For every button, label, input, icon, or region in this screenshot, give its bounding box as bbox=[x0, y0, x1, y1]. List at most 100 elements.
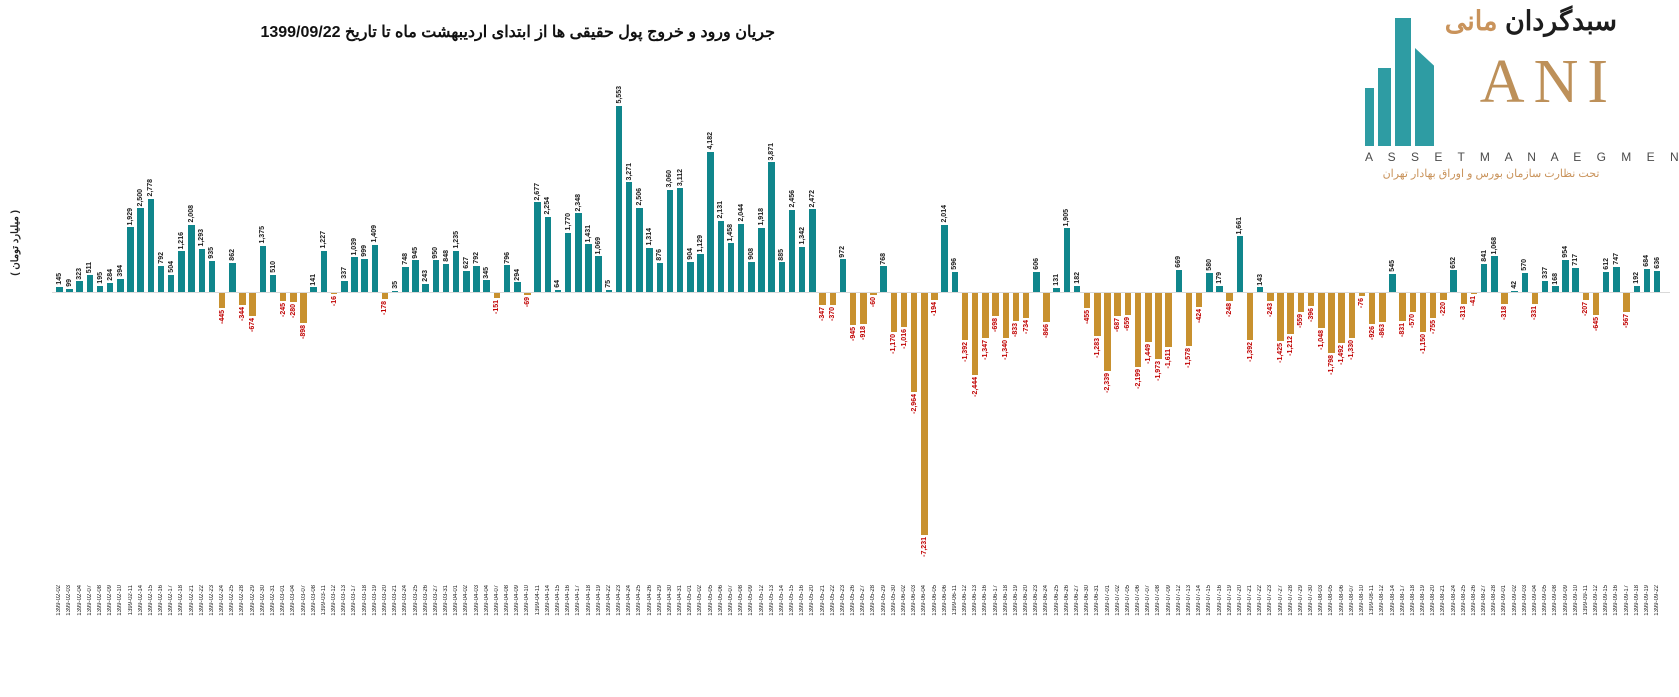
bar bbox=[463, 271, 470, 292]
bar bbox=[290, 293, 297, 303]
x-tick-label: 1399-08-06 bbox=[1338, 585, 1345, 616]
bar bbox=[727, 243, 735, 292]
bar bbox=[524, 293, 531, 296]
bar-value-label: -41 bbox=[1470, 296, 1478, 307]
bar bbox=[900, 293, 908, 327]
bar-value-label: -331 bbox=[1531, 306, 1539, 321]
x-tick-label: 1399-08-14 bbox=[1389, 585, 1396, 616]
bar bbox=[1043, 293, 1050, 322]
bar-value-label: 1,375 bbox=[259, 226, 267, 244]
x-tick-label: 1399-02-29 bbox=[249, 585, 256, 616]
bar bbox=[829, 293, 836, 306]
bar-value-label: -645 bbox=[1592, 316, 1600, 331]
x-tick-label: 1399-04-29 bbox=[656, 585, 663, 616]
bar-value-label: -2,444 bbox=[971, 376, 979, 397]
x-tick-label: 1399-02-11 bbox=[127, 585, 134, 616]
bar bbox=[351, 257, 358, 292]
logo-brand-en: ANI bbox=[1479, 48, 1617, 116]
bar-value-label: -248 bbox=[1226, 303, 1234, 318]
x-tick-label: 1399-04-03 bbox=[473, 585, 480, 616]
bar-value-label: 2,500 bbox=[137, 188, 145, 207]
x-tick-label: 1399-03-31 bbox=[443, 585, 449, 616]
bar bbox=[1399, 293, 1406, 321]
bar bbox=[269, 274, 277, 292]
bar-value-label: -1,492 bbox=[1338, 345, 1346, 365]
x-tick-label: 1399-04-04 bbox=[483, 585, 490, 616]
bar bbox=[147, 198, 155, 292]
bar bbox=[1348, 293, 1355, 338]
bar-value-label: 999 bbox=[361, 244, 369, 257]
bar bbox=[381, 293, 389, 299]
bar bbox=[1572, 268, 1579, 292]
bar bbox=[971, 293, 979, 375]
bar bbox=[1470, 293, 1478, 295]
x-tick-label: 1399-08-07 bbox=[1348, 585, 1355, 616]
x-tick-label: 1399-02-04 bbox=[76, 585, 83, 616]
x-tick-label: 1399-02-14 bbox=[137, 585, 144, 616]
bar bbox=[1246, 293, 1254, 340]
x-tick-label: 1399-08-12 bbox=[1379, 585, 1386, 616]
bar-value-label: 1,039 bbox=[350, 237, 358, 256]
x-tick-label: 1399-03-27 bbox=[432, 585, 439, 616]
bar bbox=[839, 259, 847, 292]
logo-building-bars-icon bbox=[1365, 6, 1438, 146]
bar bbox=[1236, 236, 1244, 292]
x-tick-label: 1399-07-12 bbox=[1175, 585, 1182, 616]
x-tick-label: 1399-04-14 bbox=[544, 585, 551, 616]
x-tick-label: 1399-08-18 bbox=[1409, 585, 1416, 616]
bar-value-label: 2,472 bbox=[808, 189, 816, 208]
bar-value-label: 1,216 bbox=[177, 231, 185, 250]
bar-value-label: 796 bbox=[503, 251, 511, 264]
x-tick-label: 1399-05-20 bbox=[809, 585, 816, 616]
bar-value-label: 141 bbox=[310, 273, 318, 286]
bar-value-label: -60 bbox=[869, 297, 877, 308]
x-tick-label: 1399-03-25 bbox=[412, 585, 419, 616]
bar-value-label: 75 bbox=[605, 279, 613, 288]
x-tick-label: 1399-03-17 bbox=[351, 585, 358, 616]
bar bbox=[737, 223, 745, 292]
bar-value-label: 1,342 bbox=[798, 227, 806, 245]
x-tick-label: 1399-05-21 bbox=[819, 585, 826, 616]
bar-value-label: 3,112 bbox=[676, 168, 684, 186]
bar-value-label: -1,392 bbox=[961, 341, 969, 362]
x-tick-label: 1399-04-18 bbox=[585, 585, 592, 616]
chart-title: جریان ورود و خروج پول حقیقی ها از ابتدای… bbox=[260, 24, 775, 41]
bar-value-label: -734 bbox=[1022, 319, 1030, 334]
x-tick-label: 1399-02-07 bbox=[86, 585, 93, 616]
bar bbox=[1195, 293, 1203, 308]
x-tick-label: 1399-05-05 bbox=[707, 585, 714, 616]
bar bbox=[249, 293, 256, 316]
x-tick-label: 1399-06-30 bbox=[1084, 585, 1091, 616]
bar bbox=[1287, 293, 1294, 334]
x-tick-label: 1399-05-01 bbox=[687, 585, 694, 616]
logo-tagline-fa: تحت نظارت سازمان بورس و اوراق بهادار تهر… bbox=[1382, 168, 1600, 180]
bar-value-label: 337 bbox=[1541, 267, 1549, 279]
bar bbox=[849, 293, 857, 325]
bar bbox=[1552, 286, 1559, 292]
bar bbox=[137, 208, 144, 293]
x-tick-label: 1399-05-12 bbox=[758, 585, 765, 616]
bar-value-label: 580 bbox=[1205, 258, 1213, 271]
bar bbox=[768, 162, 775, 292]
x-tick-label: 1399-03-18 bbox=[361, 585, 368, 616]
x-tick-label: 1399-04-01 bbox=[453, 585, 460, 616]
logo-brand-farsi-dark: سبدگردان bbox=[1504, 6, 1617, 36]
bar bbox=[1419, 293, 1427, 332]
x-tick-label: 1399-02-08 bbox=[97, 585, 103, 616]
x-tick-label: 1399-03-26 bbox=[422, 585, 429, 616]
bar-value-label: 1,293 bbox=[198, 229, 206, 247]
bar bbox=[941, 224, 948, 292]
bar-value-label: 345 bbox=[483, 266, 491, 279]
bar bbox=[1318, 293, 1325, 329]
x-tick-label: 1399-03-21 bbox=[392, 585, 399, 616]
x-tick-label: 1399-04-24 bbox=[626, 585, 633, 616]
bar bbox=[1073, 285, 1081, 292]
bar-value-label: -1,212 bbox=[1287, 335, 1295, 356]
bar-value-label: 792 bbox=[157, 251, 165, 264]
x-tick-label: 1399-09-08 bbox=[1552, 585, 1559, 616]
x-tick-label: 1399-02-22 bbox=[198, 585, 205, 616]
bar-value-label: -1,611 bbox=[1165, 349, 1173, 369]
x-tick-label: 1399-07-01 bbox=[1104, 585, 1111, 616]
bar-value-label: 612 bbox=[1602, 257, 1610, 270]
bar-value-label: 747 bbox=[1612, 253, 1620, 265]
